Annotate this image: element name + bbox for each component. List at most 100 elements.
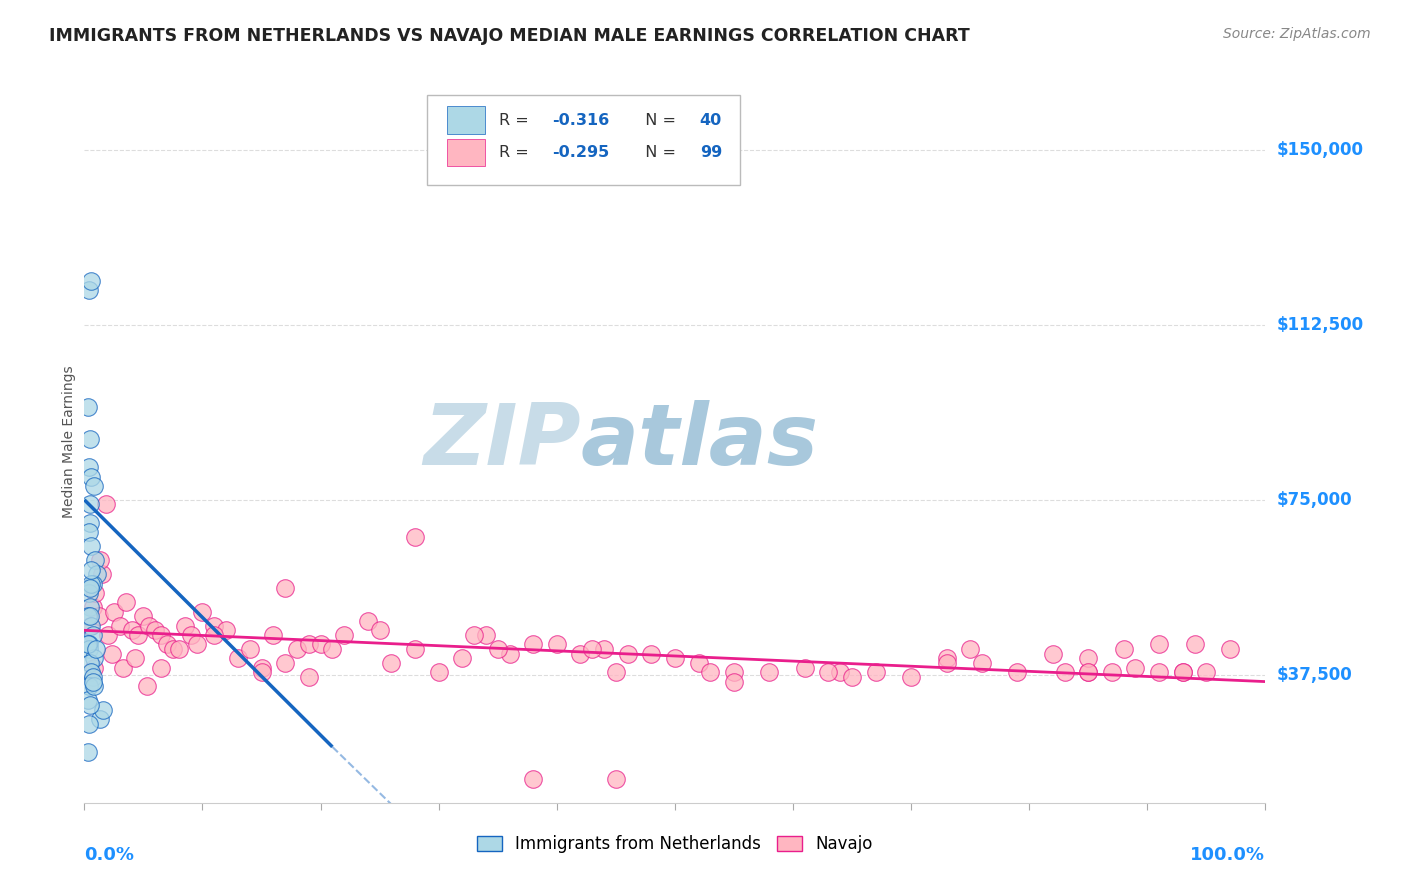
Point <box>357 614 380 628</box>
Point <box>202 628 225 642</box>
Point <box>100 647 122 661</box>
Point <box>723 674 745 689</box>
Point <box>79 600 101 615</box>
Point <box>333 628 356 642</box>
Legend: Immigrants from Netherlands, Navajo: Immigrants from Netherlands, Navajo <box>470 828 880 860</box>
Point <box>688 656 710 670</box>
Point <box>82 670 104 684</box>
Point <box>1077 651 1099 665</box>
Point <box>368 624 391 638</box>
Point <box>186 637 208 651</box>
Point <box>91 702 114 716</box>
Point <box>758 665 780 680</box>
Point <box>404 530 426 544</box>
Point <box>77 283 100 297</box>
Point <box>89 553 111 567</box>
Point <box>127 628 149 642</box>
Text: N =: N = <box>634 145 681 160</box>
Text: $150,000: $150,000 <box>1277 141 1364 159</box>
Point <box>83 679 105 693</box>
Point <box>79 609 101 624</box>
Point <box>86 567 108 582</box>
Point <box>191 605 214 619</box>
Point <box>173 618 195 632</box>
Text: N =: N = <box>634 112 681 128</box>
Point <box>112 660 135 674</box>
Point <box>77 693 100 707</box>
Point <box>1195 665 1218 680</box>
Point <box>121 624 143 638</box>
Text: R =: R = <box>499 145 534 160</box>
Point <box>103 605 125 619</box>
Point <box>274 656 297 670</box>
Text: $75,000: $75,000 <box>1277 491 1353 508</box>
Point <box>865 665 887 680</box>
Point <box>605 772 627 787</box>
Point <box>79 516 101 530</box>
Point <box>79 582 101 596</box>
Point <box>150 628 173 642</box>
Point <box>427 665 450 680</box>
Point <box>226 651 249 665</box>
Point <box>79 498 101 512</box>
Point <box>80 274 103 288</box>
Point <box>250 665 273 680</box>
Point <box>640 647 662 661</box>
Point <box>522 637 544 651</box>
Point <box>285 642 308 657</box>
Point <box>817 665 839 680</box>
Point <box>250 660 273 674</box>
Point <box>274 582 297 596</box>
Point <box>1219 642 1241 657</box>
Point <box>298 637 321 651</box>
Point <box>959 642 981 657</box>
Text: ZIP: ZIP <box>423 400 581 483</box>
Point <box>124 651 146 665</box>
Point <box>1042 647 1064 661</box>
Point <box>80 576 103 591</box>
Point <box>84 586 107 600</box>
Point <box>569 647 592 661</box>
Point <box>605 665 627 680</box>
Point <box>298 670 321 684</box>
Point <box>162 642 184 657</box>
Point <box>77 609 100 624</box>
Point <box>89 712 111 726</box>
Point <box>77 525 100 540</box>
FancyBboxPatch shape <box>447 139 485 166</box>
Point <box>522 772 544 787</box>
Point <box>1171 665 1194 680</box>
Point <box>1053 665 1076 680</box>
Point <box>215 624 238 638</box>
Point <box>114 595 136 609</box>
Y-axis label: Median Male Earnings: Median Male Earnings <box>62 365 76 518</box>
Point <box>143 624 166 638</box>
Point <box>77 460 100 475</box>
Point <box>80 665 103 680</box>
Point <box>581 642 603 657</box>
FancyBboxPatch shape <box>427 95 740 185</box>
Point <box>82 600 104 615</box>
Point <box>156 637 179 651</box>
Text: IMMIGRANTS FROM NETHERLANDS VS NAVAJO MEDIAN MALE EARNINGS CORRELATION CHART: IMMIGRANTS FROM NETHERLANDS VS NAVAJO ME… <box>49 27 970 45</box>
Text: 0.0%: 0.0% <box>84 847 135 864</box>
Point <box>262 628 284 642</box>
Point <box>77 679 100 693</box>
Point <box>793 660 815 674</box>
Point <box>79 698 101 712</box>
Text: atlas: atlas <box>581 400 818 483</box>
Point <box>80 618 103 632</box>
Point <box>136 679 159 693</box>
Point <box>77 745 100 759</box>
Point <box>77 637 100 651</box>
Point <box>900 670 922 684</box>
Point <box>498 647 520 661</box>
Point <box>132 609 155 624</box>
Point <box>80 540 103 554</box>
Point <box>80 469 103 483</box>
Point <box>380 656 402 670</box>
Point <box>1077 665 1099 680</box>
Point <box>723 665 745 680</box>
Point <box>1125 660 1147 674</box>
Point <box>1007 665 1029 680</box>
